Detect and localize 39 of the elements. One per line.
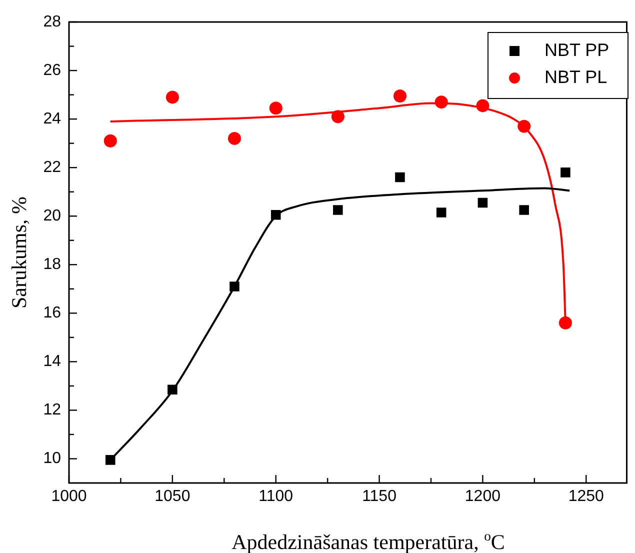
y-axis-title: Sarukums, %: [7, 196, 31, 308]
legend-label: NBT PL: [544, 66, 608, 87]
y-tick-label: 20: [43, 208, 62, 225]
point: [166, 90, 179, 104]
point: [230, 282, 240, 292]
point: [560, 168, 570, 178]
y-tick-label: 22: [43, 158, 62, 176]
point: [270, 210, 281, 220]
point: [333, 205, 343, 215]
point: [478, 198, 488, 208]
point: [104, 134, 117, 148]
y-tick-label: 10: [43, 450, 62, 468]
legend-label: NBT PP: [544, 40, 610, 60]
x-tick-label: 1200: [464, 488, 501, 506]
y-tick-label: 24: [43, 110, 62, 128]
y-tick-label: 18: [43, 256, 62, 274]
point: [395, 172, 405, 182]
point: [434, 96, 448, 109]
point: [228, 132, 241, 145]
point: [436, 208, 446, 218]
point: [269, 102, 282, 115]
y-tick-label: 14: [43, 353, 62, 370]
y-tick-label: 26: [43, 62, 62, 79]
point: [476, 99, 490, 112]
x-tick-label: 1250: [568, 488, 604, 506]
point: [168, 384, 178, 394]
point: [558, 316, 572, 330]
x-tick-label: 1150: [362, 488, 397, 506]
y-tick-label: 28: [43, 13, 62, 30]
point: [331, 110, 344, 124]
point: [393, 90, 406, 103]
x-tick-label: 1000: [51, 488, 87, 506]
y-tick-label: 12: [43, 402, 62, 419]
point: [518, 120, 531, 133]
x-tick-label: 1050: [154, 488, 190, 506]
x-tick-label: 1100: [258, 488, 294, 506]
point: [105, 455, 116, 465]
point: [519, 205, 529, 215]
y-tick-label: 16: [43, 304, 62, 322]
